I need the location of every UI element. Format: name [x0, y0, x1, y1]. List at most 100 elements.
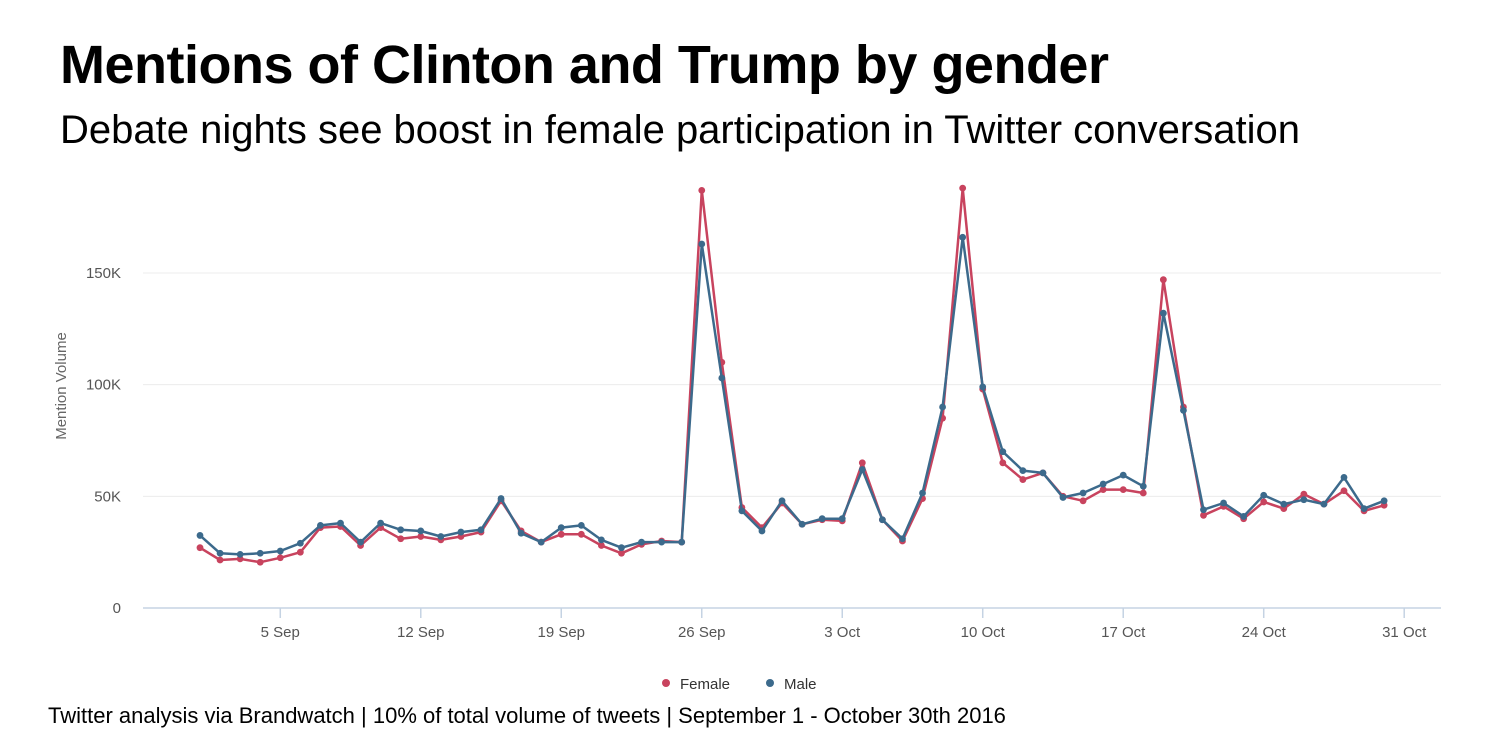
- female-point: [216, 556, 224, 564]
- x-tick-label: 12 Sep: [397, 624, 445, 641]
- male-point: [417, 527, 425, 535]
- male-point: [1320, 500, 1328, 508]
- female-point: [1099, 486, 1107, 494]
- male-point: [959, 233, 967, 241]
- male-point: [1039, 469, 1047, 477]
- female-point: [959, 184, 967, 192]
- legend-item-male[interactable]: Male: [766, 676, 817, 693]
- male-point: [236, 551, 244, 558]
- x-tick-labels: 5 Sep 12 Sep 19 Sep 26 Sep 3 Oct 10 Oct 17 Oct…: [261, 624, 1427, 641]
- male-point: [276, 547, 284, 555]
- male-line: [199, 236, 1385, 556]
- male-point: [517, 529, 525, 537]
- male-point: [497, 495, 505, 502]
- male-point: [256, 549, 264, 557]
- male-point: [1200, 506, 1207, 514]
- male-point: [1119, 471, 1127, 479]
- male-point: [377, 519, 385, 527]
- male-point: [939, 403, 946, 411]
- male-point: [196, 532, 204, 539]
- male-point: [838, 515, 846, 523]
- legend[interactable]: Female Male: [662, 676, 817, 693]
- male-point: [778, 497, 786, 505]
- female-point: [1300, 490, 1308, 498]
- x-tick-label: 24 Oct: [1242, 624, 1287, 641]
- female-point: [296, 548, 304, 556]
- male-point: [557, 524, 565, 531]
- legend-item-female[interactable]: Female: [662, 676, 730, 693]
- male-point: [1300, 496, 1308, 504]
- y-tick-label: 150K: [86, 265, 121, 282]
- y-tick-labels: 0 50K 100K 150K: [86, 265, 121, 617]
- male-point: [738, 507, 746, 515]
- male-point: [1280, 500, 1288, 508]
- male-point: [758, 527, 766, 535]
- male-point: [698, 240, 706, 248]
- x-tick-label: 31 Oct: [1382, 624, 1427, 641]
- male-point: [1220, 499, 1227, 507]
- female-point: [196, 544, 204, 552]
- legend-marker-female: [662, 679, 670, 687]
- female-point: [858, 459, 866, 467]
- y-tick-label: 50K: [94, 488, 121, 505]
- male-point: [678, 538, 686, 546]
- legend-label-female: Female: [680, 676, 730, 693]
- male-point: [718, 374, 726, 382]
- source-footer: Twitter analysis via Brandwatch | 10% of…: [48, 703, 1006, 728]
- male-point: [216, 549, 224, 557]
- male-point: [979, 383, 987, 391]
- legend-marker-male: [766, 679, 774, 687]
- female-point: [1139, 489, 1147, 497]
- male-point: [317, 521, 324, 529]
- male-point: [397, 526, 405, 534]
- female-point: [698, 186, 706, 194]
- female-point: [1340, 487, 1348, 495]
- female-point: [1079, 497, 1087, 505]
- female-point: [557, 530, 565, 538]
- axes: [143, 607, 1441, 618]
- male-point: [477, 526, 485, 534]
- legend-label-male: Male: [784, 676, 817, 693]
- x-tick-label: 26 Sep: [678, 624, 726, 641]
- male-point: [999, 448, 1007, 456]
- x-tick-label: 17 Oct: [1101, 624, 1146, 641]
- female-point: [1119, 486, 1127, 494]
- male-point: [357, 538, 364, 546]
- female-point: [598, 542, 605, 549]
- x-tick-label: 19 Sep: [537, 624, 585, 641]
- male-point: [1360, 505, 1368, 513]
- male-point: [618, 544, 625, 552]
- female-point: [1260, 498, 1268, 506]
- male-point: [1380, 497, 1388, 505]
- female-point: [397, 535, 405, 543]
- female-point: [999, 459, 1007, 467]
- male-point: [1240, 513, 1248, 520]
- male-point: [457, 528, 465, 536]
- male-point: [1260, 491, 1268, 499]
- chart-subtitle: Debate nights see boost in female partic…: [60, 108, 1300, 152]
- male-point: [638, 538, 645, 546]
- y-axis-title: Mention Volume: [53, 332, 70, 440]
- female-line: [199, 186, 1385, 564]
- y-tick-label: 0: [113, 600, 121, 617]
- male-point: [537, 538, 545, 546]
- male-point: [577, 521, 585, 529]
- female-point: [417, 533, 425, 540]
- male-point: [598, 536, 605, 544]
- female-point: [1019, 476, 1027, 483]
- male-point: [818, 515, 826, 523]
- male-point: [1019, 467, 1027, 475]
- male-point: [1099, 480, 1107, 488]
- gridlines: [143, 272, 1441, 497]
- female-point: [577, 530, 585, 538]
- chart-title: Mentions of Clinton and Trump by gender: [60, 35, 1109, 95]
- male-series: [196, 233, 1388, 558]
- male-point: [1059, 494, 1067, 501]
- male-point: [1159, 309, 1167, 317]
- x-tick-label: 3 Oct: [824, 624, 861, 641]
- male-point: [1180, 406, 1187, 414]
- male-point: [296, 539, 304, 547]
- female-point: [276, 554, 284, 562]
- male-point: [919, 489, 926, 497]
